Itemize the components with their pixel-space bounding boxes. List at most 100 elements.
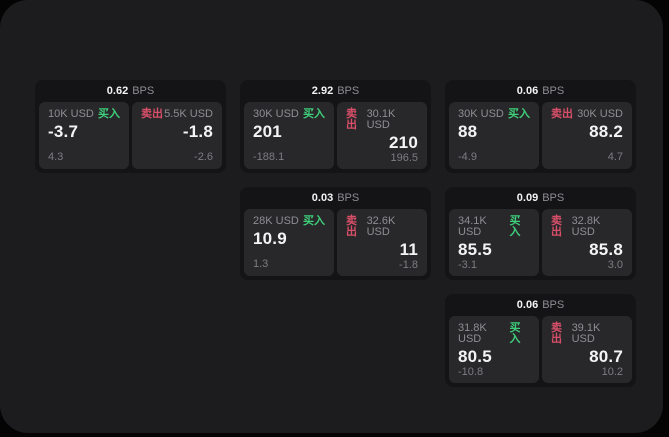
buy-label: 买入 xyxy=(509,215,521,238)
sell-size: 39.1K USD xyxy=(571,322,601,345)
spread-header: 2.92 BPS xyxy=(244,80,427,102)
sell-delta: 4.7 xyxy=(607,151,623,163)
sell-price: 80.7 xyxy=(589,347,623,366)
quote-body: 10K USD 买入 -3.7 4.3 卖出 5.5K USD -1.8 -2.… xyxy=(39,102,222,169)
buy-price: 10.9 xyxy=(253,229,287,248)
sell-tile[interactable]: 卖出 30.1K USD 210 196.5 xyxy=(337,102,427,169)
spread-header: 0.62 BPS xyxy=(39,80,222,102)
sell-price: 85.8 xyxy=(589,240,623,259)
buy-tile-top: 10K USD 买入 xyxy=(48,109,120,120)
buy-size: 28K USD xyxy=(253,215,299,227)
spread-unit-label: BPS xyxy=(132,84,155,97)
buy-tile[interactable]: 10K USD 买入 -3.7 4.3 xyxy=(39,102,129,169)
buy-tile[interactable]: 30K USD 买入 201 -188.1 xyxy=(244,102,334,169)
spread-header: 0.03 BPS xyxy=(244,187,427,209)
sell-price: 11 xyxy=(399,240,418,259)
sell-label: 卖出 xyxy=(551,108,573,120)
sell-delta: -1.8 xyxy=(399,258,418,271)
sell-tile[interactable]: 卖出 5.5K USD -1.8 -2.6 xyxy=(132,102,222,169)
sell-size: 30.1K USD xyxy=(366,108,396,131)
sell-tile[interactable]: 卖出 30K USD 88.2 4.7 xyxy=(542,102,632,169)
spread-header: 0.06 BPS xyxy=(449,294,632,316)
buy-price: 201 xyxy=(253,122,282,141)
buy-tile[interactable]: 31.8K USD 买入 80.5 -10.8 xyxy=(449,316,539,383)
buy-delta: -10.8 xyxy=(458,365,484,378)
buy-tile[interactable]: 30K USD 买入 88 -4.9 xyxy=(449,102,539,169)
buy-tile-top: 30K USD 买入 xyxy=(253,109,325,120)
buy-label: 买入 xyxy=(509,322,521,345)
buy-delta: -3.1 xyxy=(458,258,477,271)
spread-value: 0.06 xyxy=(516,84,539,97)
quote-card[interactable]: 2.92 BPS 30K USD 买入 201 -188.1 卖出 30.1K … xyxy=(240,80,431,173)
sell-label: 卖出 xyxy=(346,108,357,131)
quote-card[interactable]: 0.06 BPS 30K USD 买入 88 -4.9 卖出 30K USD 8… xyxy=(445,80,636,173)
sell-delta: -2.6 xyxy=(194,151,213,163)
buy-delta: -188.1 xyxy=(253,151,285,163)
buy-size: 30K USD xyxy=(253,108,299,120)
quote-card[interactable]: 0.09 BPS 34.1K USD 买入 85.5 -3.1 卖出 32.8K… xyxy=(445,187,636,280)
sell-price: 88.2 xyxy=(589,122,623,141)
sell-tile[interactable]: 卖出 32.8K USD 85.8 3.0 xyxy=(542,209,632,276)
buy-tile-top: 30K USD 买入 xyxy=(458,109,530,120)
quote-body: 30K USD 买入 88 -4.9 卖出 30K USD 88.2 4.7 xyxy=(449,102,632,169)
sell-size: 5.5K USD xyxy=(164,108,213,120)
sell-delta: 10.2 xyxy=(601,365,623,378)
buy-price: 85.5 xyxy=(458,240,492,259)
buy-label: 买入 xyxy=(508,108,530,120)
spread-value: 2.92 xyxy=(311,84,334,97)
sell-label: 卖出 xyxy=(551,322,562,345)
sell-label: 卖出 xyxy=(551,215,562,238)
sell-size: 32.6K USD xyxy=(366,215,396,238)
spread-value: 0.62 xyxy=(106,84,129,97)
spread-unit-label: BPS xyxy=(542,191,565,204)
spread-value: 0.09 xyxy=(516,191,539,204)
sell-size: 30K USD xyxy=(577,108,623,120)
buy-price: 80.5 xyxy=(458,347,492,366)
sell-tile-top: 卖出 32.6K USD xyxy=(346,216,418,238)
spread-header: 0.06 BPS xyxy=(449,80,632,102)
spread-header: 0.09 BPS xyxy=(449,187,632,209)
spread-unit-label: BPS xyxy=(542,84,565,97)
sell-tile[interactable]: 卖出 32.6K USD 11 -1.8 xyxy=(337,209,427,276)
quote-body: 30K USD 买入 201 -188.1 卖出 30.1K USD 210 1… xyxy=(244,102,427,169)
buy-label: 买入 xyxy=(98,108,120,120)
spread-unit-label: BPS xyxy=(337,191,360,204)
quote-card[interactable]: 0.03 BPS 28K USD 买入 10.9 1.3 卖出 32.6K US… xyxy=(240,187,431,280)
buy-delta: 4.3 xyxy=(48,151,64,163)
sell-tile-top: 卖出 30.1K USD xyxy=(346,109,418,131)
spread-value: 0.06 xyxy=(516,298,539,311)
quote-body: 31.8K USD 买入 80.5 -10.8 卖出 39.1K USD 80.… xyxy=(449,316,632,383)
quote-body: 34.1K USD 买入 85.5 -3.1 卖出 32.8K USD 85.8… xyxy=(449,209,632,276)
buy-tile-top: 34.1K USD 买入 xyxy=(458,216,530,238)
sell-delta: 196.5 xyxy=(390,151,418,164)
sell-tile-top: 卖出 5.5K USD xyxy=(141,109,213,120)
sell-label: 卖出 xyxy=(346,215,357,238)
sell-delta: 3.0 xyxy=(607,258,623,271)
buy-tile[interactable]: 28K USD 买入 10.9 1.3 xyxy=(244,209,334,276)
sell-tile[interactable]: 卖出 39.1K USD 80.7 10.2 xyxy=(542,316,632,383)
buy-size: 10K USD xyxy=(48,108,94,120)
sell-tile-top: 卖出 32.8K USD xyxy=(551,216,623,238)
buy-label: 买入 xyxy=(303,215,325,227)
buy-size: 30K USD xyxy=(458,108,504,120)
buy-size: 34.1K USD xyxy=(458,215,487,238)
buy-price: 88 xyxy=(458,122,478,141)
buy-price: -3.7 xyxy=(48,122,79,141)
quote-card[interactable]: 0.06 BPS 31.8K USD 买入 80.5 -10.8 卖出 39.1… xyxy=(445,294,636,387)
buy-size: 31.8K USD xyxy=(458,322,487,345)
sell-tile-top: 卖出 30K USD xyxy=(551,109,623,120)
quote-card[interactable]: 0.62 BPS 10K USD 买入 -3.7 4.3 卖出 5.5K USD… xyxy=(35,80,226,173)
quote-body: 28K USD 买入 10.9 1.3 卖出 32.6K USD 11 -1.8 xyxy=(244,209,427,276)
buy-label: 买入 xyxy=(303,108,325,120)
spread-value: 0.03 xyxy=(311,191,334,204)
buy-tile-top: 28K USD 买入 xyxy=(253,216,325,227)
buy-tile[interactable]: 34.1K USD 买入 85.5 -3.1 xyxy=(449,209,539,276)
spread-unit-label: BPS xyxy=(542,298,565,311)
sell-size: 32.8K USD xyxy=(571,215,601,238)
sell-label: 卖出 xyxy=(141,108,163,120)
buy-tile-top: 31.8K USD 买入 xyxy=(458,323,530,345)
spread-unit-label: BPS xyxy=(337,84,360,97)
